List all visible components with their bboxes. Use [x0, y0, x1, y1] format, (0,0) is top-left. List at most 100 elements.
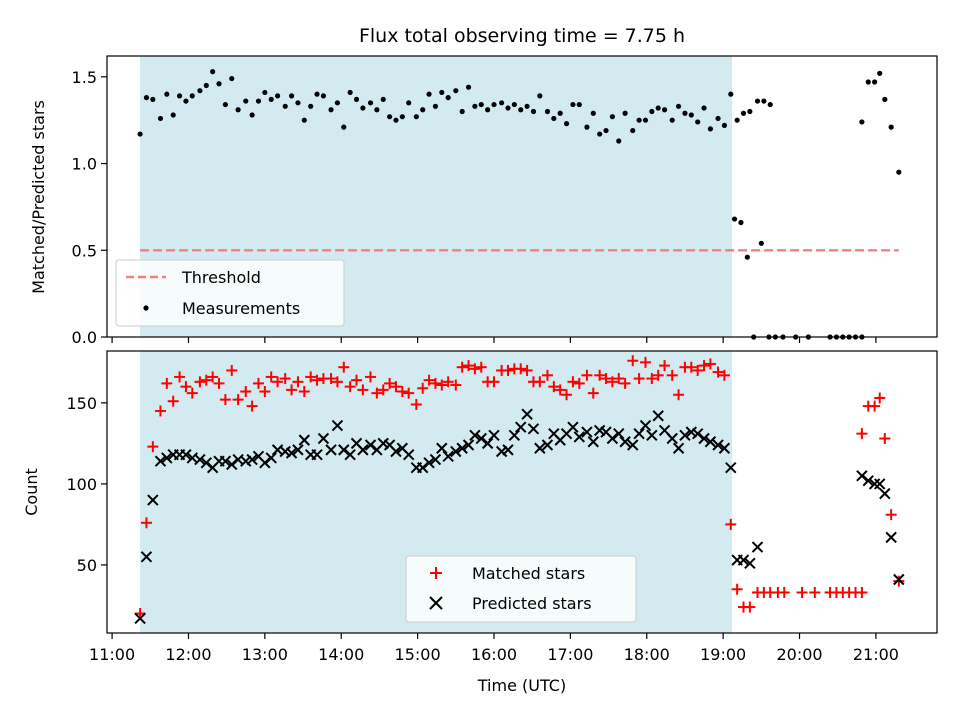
matched-star-point [554, 384, 566, 396]
predicted-x-b [704, 436, 717, 448]
matched-star-point [194, 376, 206, 388]
predicted-star-point [134, 612, 146, 625]
top-panel: 0.0 0.5 1.0 1.5 Matched/Predicted stars Thr… [29, 55, 938, 347]
predicted-x-b [567, 421, 579, 433]
matched-star-point [581, 369, 593, 381]
predicted-star-point [606, 432, 619, 445]
predicted-x-b [534, 442, 546, 454]
matched-star-point [594, 369, 606, 381]
matched-star-point [436, 379, 448, 391]
bottom-x-axis-label: Time (UTC) [477, 676, 566, 695]
matched-star-point [879, 433, 891, 445]
predicted-x-b [521, 408, 533, 420]
matched-star-point [226, 364, 238, 376]
y-tick-label: 0.0 [72, 328, 97, 347]
matched-star-point [704, 358, 716, 370]
measurement-point [235, 107, 241, 113]
measurement-point [445, 95, 451, 101]
matched-star-point [606, 376, 618, 388]
predicted-x-b [246, 453, 258, 466]
predicted-x-b [515, 421, 527, 433]
legend-predicted-label: Predicted stars [472, 594, 592, 613]
predicted-x-b [344, 449, 356, 461]
matched-star-point [627, 355, 639, 367]
predicted-x-b [436, 442, 448, 454]
measurement-point [262, 89, 268, 96]
predicted-x-b [718, 442, 731, 454]
y-tick-label: 100 [66, 475, 97, 494]
measurement-point [734, 117, 740, 123]
predicted-x-b [652, 410, 664, 422]
y-tick-label: 1.0 [72, 155, 97, 174]
matched-star-point [809, 586, 821, 598]
top-axes-frame [106, 55, 938, 338]
measurement-point [669, 117, 675, 123]
measurement-point [865, 79, 871, 85]
predicted-star-point [488, 429, 500, 441]
predicted-star-point [573, 431, 585, 443]
x-tick-label: 12:00 [165, 645, 211, 664]
predicted-x-b [508, 429, 521, 441]
measurement-point [744, 254, 750, 260]
bottom-x-axis-ticks: 11:00 12:00 13:00 14:00 15:00 16:00 17:00 18:00… [89, 633, 899, 664]
measurement-point [557, 110, 563, 116]
predicted-star-point [712, 439, 724, 451]
predicted-star-point [581, 426, 593, 438]
predicted-x-b [180, 449, 192, 461]
predicted-star-point [691, 427, 704, 440]
matched-star-point [429, 377, 441, 389]
matched-star-point [403, 387, 415, 399]
predicted-x-b [587, 436, 599, 448]
matched-star-point [692, 364, 704, 376]
predicted-x-b [377, 437, 389, 450]
measurement-point [143, 95, 150, 101]
predicted-x-b [481, 437, 494, 450]
predicted-x-b [862, 474, 874, 487]
y-tick-label: 1.5 [72, 68, 97, 87]
matched-star-point [893, 575, 905, 587]
matched-star-point [213, 377, 225, 389]
top-legend-box [115, 259, 345, 327]
measurement-point [740, 110, 747, 116]
measurement-point [387, 114, 393, 120]
predicted-star-point [194, 453, 206, 466]
measurement-point [328, 107, 334, 113]
measurement-point [295, 100, 301, 106]
predicted-x-b [200, 457, 213, 469]
predicted-x-b [325, 444, 337, 456]
predicted-x-b [357, 444, 369, 456]
measurement-point [603, 127, 609, 134]
matched-star-point [331, 376, 343, 388]
predicted-x-b [226, 458, 238, 471]
predicted-star-point [619, 436, 631, 448]
x-tick-label: 18:00 [624, 645, 670, 664]
matched-star-point [396, 386, 408, 398]
predicted-x-b [573, 431, 585, 443]
matched-star-point [442, 376, 454, 388]
matched-star-point [567, 376, 579, 388]
predicted-star-point [317, 432, 330, 445]
measurement-point [222, 101, 228, 108]
predicted-x-b [279, 445, 291, 458]
measurement-point [563, 121, 570, 127]
measurement-point [597, 131, 603, 137]
predicted-star-point [416, 461, 429, 474]
matched-star-point [515, 363, 527, 375]
measurement-point [439, 89, 445, 96]
measurement-point [859, 119, 865, 125]
matched-star-point [232, 394, 244, 406]
measurement-point [465, 84, 472, 90]
predicted-x-b [646, 429, 658, 441]
predicted-star-point [344, 449, 356, 461]
measurement-point [353, 96, 360, 102]
measurement-point [360, 105, 366, 111]
predicted-star-point [219, 455, 232, 467]
matched-star-point [186, 387, 198, 399]
predicted-x-b [548, 427, 560, 440]
predicted-star-point [311, 449, 323, 461]
measurement-point [426, 91, 432, 97]
measurement-point [413, 114, 419, 120]
predicted-star-point [633, 427, 645, 440]
matched-star-point [744, 601, 756, 613]
